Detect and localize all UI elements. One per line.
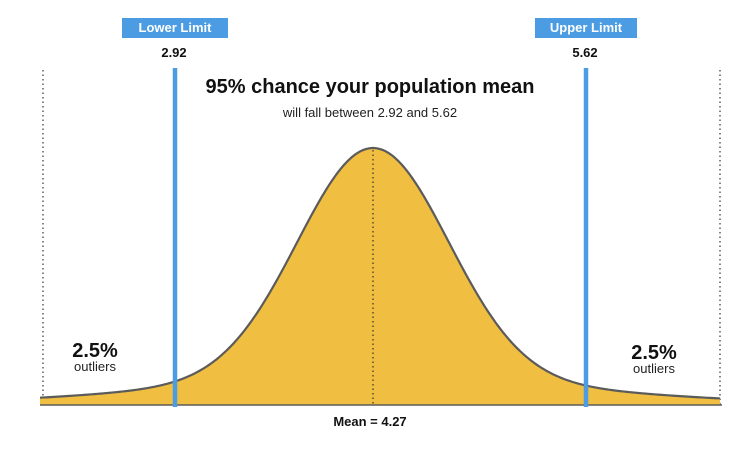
bell-curve-outline xyxy=(39,146,721,400)
lower-limit-tag: Lower Limit xyxy=(122,18,228,38)
right-tail-percent: 2.5% xyxy=(631,342,677,364)
lower-limit-value: 2.92 xyxy=(161,45,187,60)
diagram-title: 95% chance your population mean xyxy=(205,76,535,98)
upper-limit-value: 5.62 xyxy=(572,45,598,60)
left-tail-percent: 2.5% xyxy=(72,340,118,362)
bell-curve-area xyxy=(40,148,720,405)
left-tail-label: outliers xyxy=(74,359,116,374)
upper-limit-tag: Upper Limit xyxy=(535,18,637,38)
diagram-subtitle: will fall between 2.92 and 5.62 xyxy=(282,105,458,120)
right-tail-label: outliers xyxy=(633,361,675,376)
mean-label: Mean = 4.27 xyxy=(333,414,407,429)
